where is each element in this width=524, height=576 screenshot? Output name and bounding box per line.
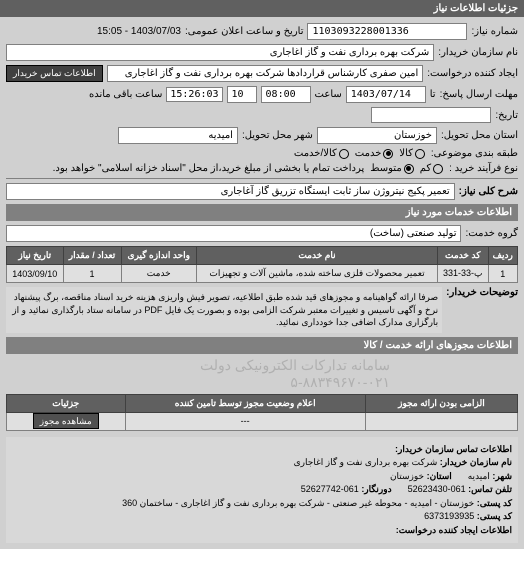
th-unit: واحد اندازه گیری — [121, 247, 196, 265]
deadline-date: 1403/07/14 — [346, 86, 426, 103]
contact-addr-label: کد پستی: — [477, 498, 512, 508]
contact-org-label: نام سازمان خریدار: — [440, 457, 512, 467]
group-service-label: گروه خدمت: — [465, 228, 518, 239]
radio-low-label: کم — [420, 163, 431, 174]
th-name: نام خدمت — [196, 247, 437, 265]
th-qty: تعداد / مقدار — [63, 247, 121, 265]
countdown: 15:26:03 — [166, 87, 222, 102]
radio-icon — [415, 149, 425, 159]
history-field — [371, 107, 491, 123]
ta-label: تا — [430, 89, 436, 100]
saat-value: 08:00 — [261, 86, 311, 103]
info-header: اطلاعات خدمات مورد نیاز — [6, 204, 518, 221]
th-date: تاریخ نیاز — [7, 247, 64, 265]
radio-both[interactable]: کالا/خدمت — [294, 148, 349, 159]
contact-fax-label: دورنگار: — [361, 484, 391, 494]
history-label: تاریخ: — [495, 110, 518, 121]
td-details: مشاهده مجوز — [7, 412, 126, 430]
th-details: جزئیات — [7, 394, 126, 412]
td-qty: 1 — [63, 265, 121, 283]
contact-tel: 061-52623430 — [408, 484, 466, 494]
radio-both-label: کالا/خدمت — [294, 148, 337, 159]
view-permit-button[interactable]: مشاهده مجوز — [33, 413, 99, 429]
contact-prov-label: استان: — [427, 471, 452, 481]
hours-value: 10 — [227, 86, 257, 103]
watermark-area: سامانه تدارکات الکترونیکی دولت ۰۲۱-۸۸۳۴۹… — [6, 354, 518, 394]
requester: امین صفری کارشناس قراردادها شرکت بهره بر… — [107, 65, 424, 82]
contact-addr: خوزستان - امیدیه - محوطه غیر صنعتی - شرک… — [122, 498, 474, 508]
contact-post-label: کد پستی: — [477, 511, 512, 521]
contact-prov: خوزستان — [390, 471, 424, 481]
radio-icon — [404, 164, 414, 174]
contact-city: امیدیه — [468, 471, 490, 481]
table-row: --- مشاهده مجوز — [7, 412, 518, 430]
radio-icon — [433, 164, 443, 174]
pay-note: پرداخت تمام یا بخشی از مبلغ خرید،از محل … — [6, 163, 364, 174]
province-label: استان محل تحویل: — [441, 130, 518, 141]
contact-city-label: شهر: — [492, 471, 512, 481]
th-status: اعلام وضعیت مجوز توسط تامین کننده — [125, 394, 365, 412]
radio-service[interactable]: خدمت — [355, 148, 394, 159]
contact-req-label: اطلاعات ایجاد کننده درخواست: — [12, 524, 512, 538]
contact-fax: 061-52627742 — [301, 484, 359, 494]
td-row: 1 — [488, 265, 517, 283]
radio-mid-label: متوسط — [370, 163, 401, 174]
page-header: جزئیات اطلاعات نیاز — [0, 0, 524, 17]
announce-label: تاریخ و ساعت اعلان عمومی: — [185, 26, 304, 37]
need-number: 1103093228001336 — [307, 23, 467, 40]
radio-icon — [383, 149, 393, 159]
saat-label: ساعت — [315, 89, 342, 100]
province: خوزستان — [317, 127, 437, 144]
announce-value: 1403/07/03 - 15:05 — [97, 26, 181, 37]
watermark: سامانه تدارکات الکترونیکی دولت ۰۲۱-۸۸۳۴۹… — [134, 357, 390, 391]
note-label: توضیحات خریدار: — [446, 287, 518, 298]
requester-label: ایجاد کننده درخواست: — [427, 68, 518, 79]
group-label: طبقه بندی موضوعی: — [431, 148, 518, 159]
summary-label: شرح کلی نیاز: — [459, 186, 518, 197]
city-label: شهر محل تحویل: — [242, 130, 313, 141]
th-mandatory: الزامی بودن ارائه مجوز — [365, 394, 517, 412]
radio-service-label: خدمت — [355, 148, 382, 159]
permits-table: الزامی بودن ارائه مجوز اعلام وضعیت مجوز … — [6, 394, 518, 431]
th-row: ردیف — [488, 247, 517, 265]
city: امیدیه — [118, 127, 238, 144]
note-text: صرفا ارائه گواهینامه و مجوزهای قید شده ط… — [6, 287, 442, 333]
radio-goods[interactable]: کالا — [399, 148, 425, 159]
radio-mid[interactable]: متوسط — [370, 163, 413, 174]
td-date: 1403/09/10 — [7, 265, 64, 283]
contact-header: اطلاعات تماس سازمان خریدار: — [12, 443, 512, 457]
group-service: تولید صنعتی (ساخت) — [6, 225, 461, 242]
td-code: پ-33-331 — [438, 265, 488, 283]
remaining-label: ساعت باقی مانده — [89, 89, 162, 100]
process-label: نوع فرآیند خرید : — [449, 163, 518, 174]
services-table: ردیف کد خدمت نام خدمت واحد اندازه گیری ت… — [6, 246, 518, 283]
need-number-label: شماره نیاز: — [471, 26, 518, 37]
td-status: --- — [125, 412, 365, 430]
deadline-label: مهلت ارسال پاسخ: — [440, 89, 518, 100]
radio-low[interactable]: کم — [420, 163, 443, 174]
contact-button[interactable]: اطلاعات تماس خریدار — [6, 65, 103, 82]
td-name: تعمیر محصولات فلزی ساخته شده، ماشین آلات… — [196, 265, 437, 283]
radio-goods-label: کالا — [399, 148, 413, 159]
td-mandatory — [365, 412, 517, 430]
radio-icon — [339, 149, 349, 159]
permit-header: اطلاعات مجوزهای ارائه خدمت / کالا — [6, 337, 518, 354]
contact-org: شرکت بهره برداری نفت و گاز اغاجاری — [294, 457, 438, 467]
contact-tel-label: تلفن تماس: — [468, 484, 512, 494]
th-code: کد خدمت — [438, 247, 488, 265]
contact-post: 6373193935 — [424, 511, 474, 521]
summary: تعمیر پکیج نیتروژن ساز ثابت ایستگاه تزری… — [6, 183, 455, 200]
table-row: 1 پ-33-331 تعمیر محصولات فلزی ساخته شده،… — [7, 265, 518, 283]
buyer-name-label: نام سازمان خریدار: — [438, 47, 518, 58]
td-unit: خدمت — [121, 265, 196, 283]
buyer-name: شرکت بهره برداری نفت و گاز اغاجاری — [6, 44, 434, 61]
